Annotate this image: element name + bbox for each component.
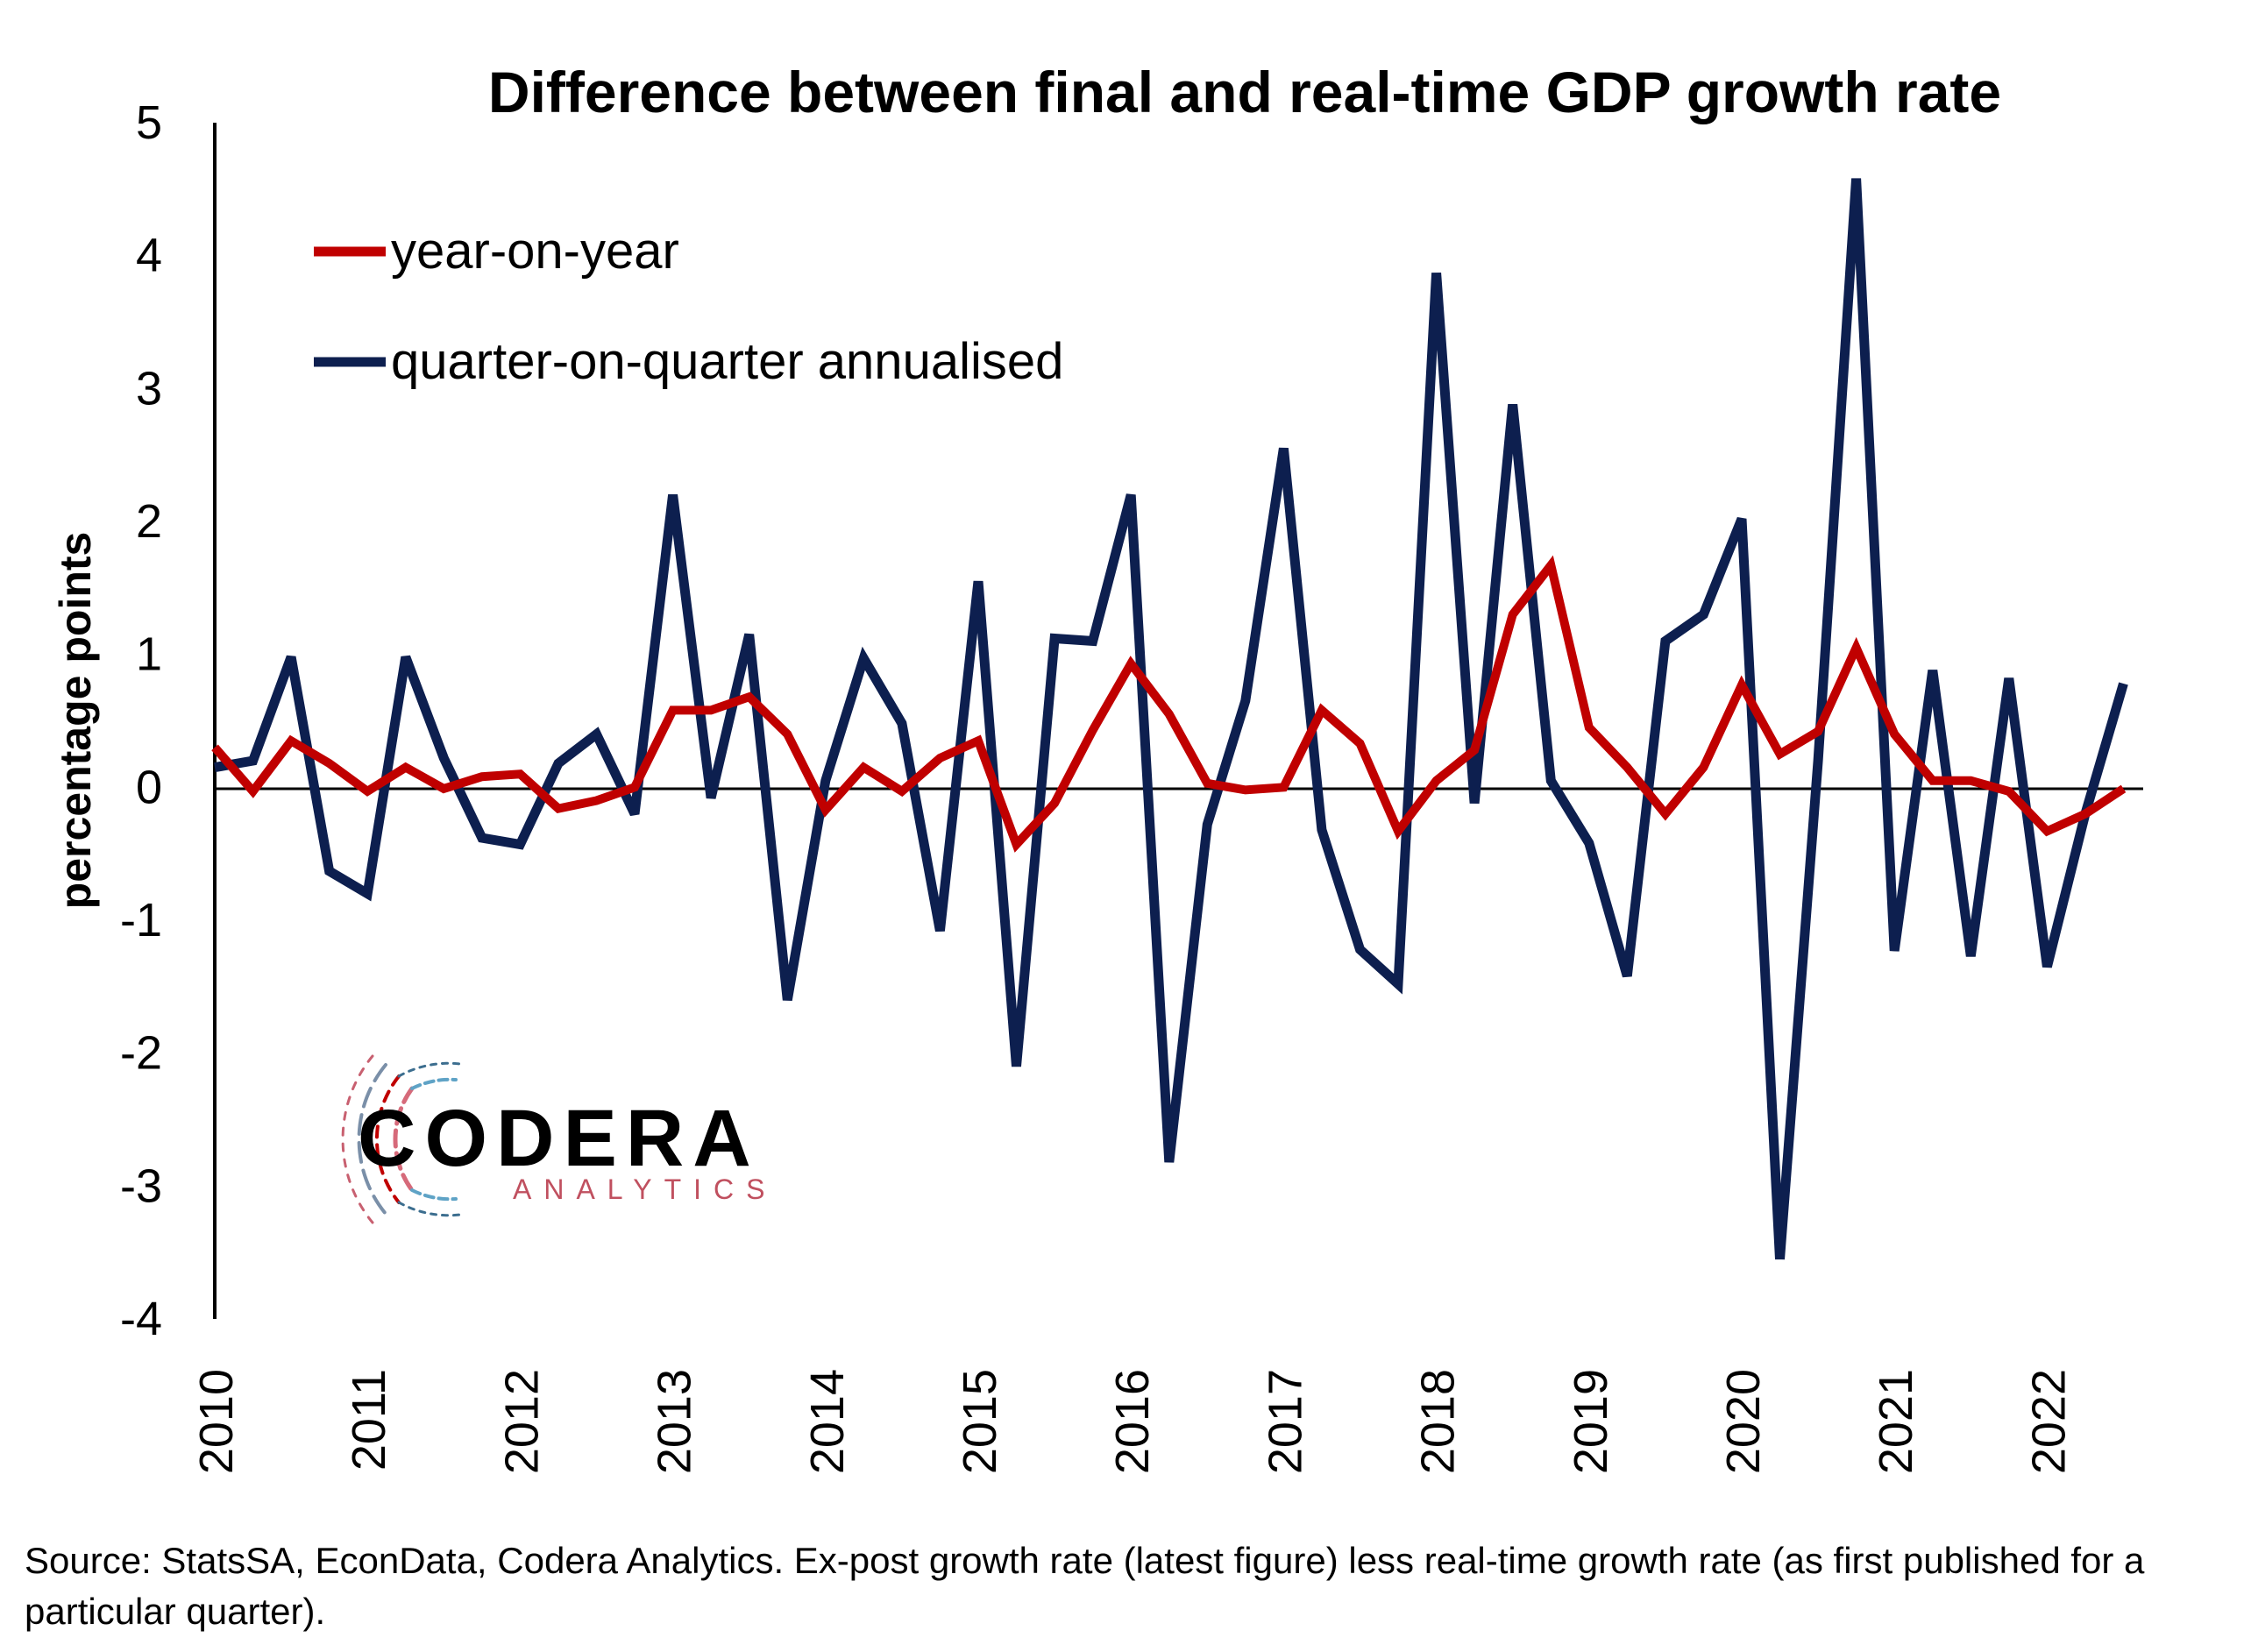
source-note: Source: StatsSA, EconData, Codera Analyt… [25,1540,2145,1632]
x-tick-label: 2022 [2022,1369,2075,1474]
x-tick-label: 2018 [1412,1369,1465,1474]
x-tick-labels: 2010 2011 2012 2013 2014 2015 2016 2017 2018 2019… [190,1369,2075,1474]
x-tick-label: 2010 [190,1369,243,1474]
legend-label-quarter-on-quarter: quarter-on-quarter annualised [391,333,1063,390]
y-tick-label: 3 [136,362,162,415]
x-tick-label: 2013 [649,1369,701,1474]
logo-tagline: ANALYTICS [513,1173,777,1205]
y-tick-label: 4 [136,230,162,282]
legend: year-on-year quarter-on-quarter annualis… [314,223,1063,390]
series-layer [211,178,2128,1260]
x-tick-label: 2014 [801,1369,854,1474]
codera-logo: CODERA ANALYTICS [341,1054,777,1224]
y-tick-label: 0 [136,761,162,813]
series-line-year-on-year [211,555,2127,853]
x-tick-label: 2019 [1565,1369,1617,1474]
x-tick-label: 2017 [1259,1369,1311,1474]
y-tick-labels: 5 4 3 2 1 0 -1 -2 -3 -4 [120,96,162,1345]
y-tick-label: -2 [120,1027,162,1080]
x-tick-label: 2020 [1717,1369,1770,1474]
series-line-quarter-on-quarter [214,178,2128,1260]
x-tick-label: 2015 [954,1369,1006,1474]
logo-arc-mark [341,1054,462,1224]
y-axis-title: percentage points [51,532,100,910]
y-tick-label: 1 [136,628,162,681]
y-tick-label: -1 [120,894,162,947]
x-tick-label: 2012 [495,1369,548,1474]
x-tick-label: 2021 [1870,1369,1922,1474]
x-tick-label: 2011 [343,1369,395,1471]
chart-title: Difference between final and real-time G… [488,60,2001,124]
x-tick-label: 2016 [1106,1369,1159,1474]
legend-label-year-on-year: year-on-year [391,223,679,280]
y-tick-label: -4 [120,1293,162,1345]
y-tick-label: 2 [136,495,162,548]
y-tick-label: -3 [120,1159,162,1212]
logo-wordmark: CODERA [358,1094,760,1183]
y-tick-label: 5 [136,96,162,149]
